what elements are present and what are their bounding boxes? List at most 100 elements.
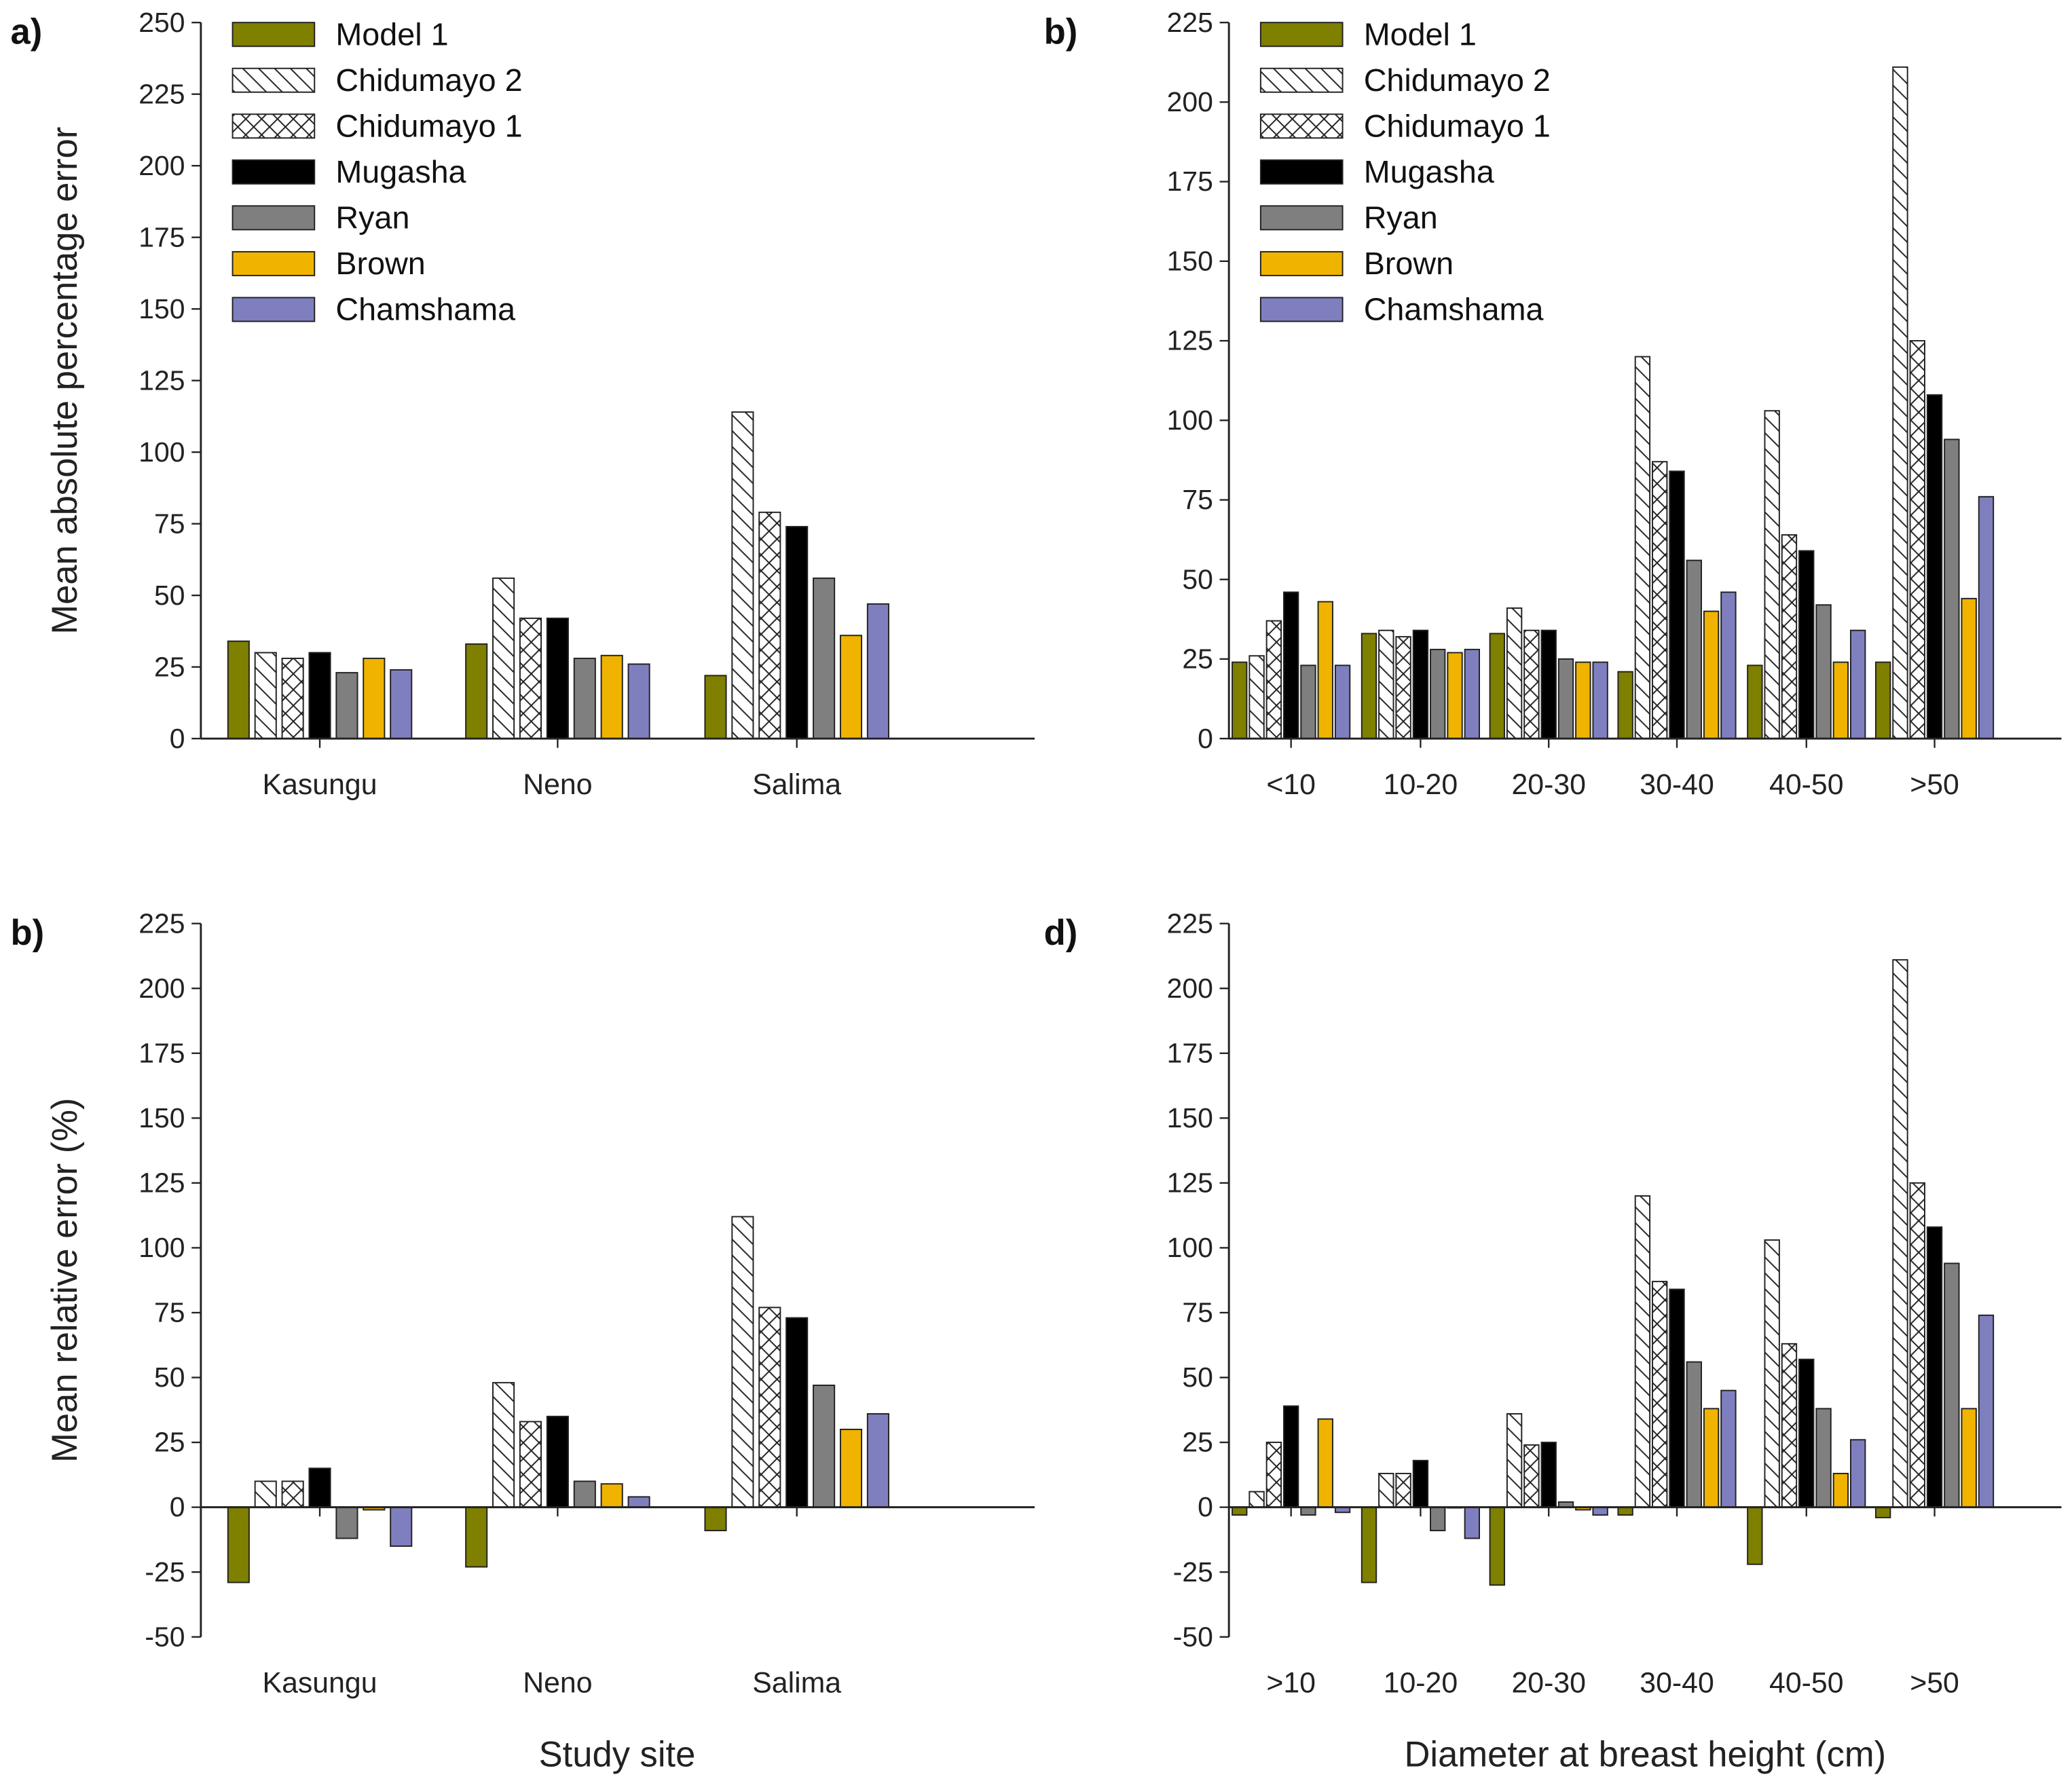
bar-brown-<10 [1317,601,1333,740]
y-tick-label: 150 [138,1102,185,1133]
y-tick-label: 150 [1167,245,1213,276]
y-tick-label: 50 [1182,1362,1213,1393]
bar-chamshama-Kasungu [390,1506,413,1547]
legend-label: Mugasha [1364,154,1494,189]
bar-model-1-Kasungu [227,1506,250,1583]
x-tick-label: Neno [523,768,592,801]
bar-brown->10 [1317,1418,1333,1508]
bar-chidumayo-1-Salima [758,1307,781,1508]
legend-swatch [1259,67,1344,93]
bar-chidumayo-1-40-50 [1781,1343,1798,1508]
legend-label: Ryan [335,200,409,235]
bar-chidumayo-2-Neno [492,577,515,740]
bar-chidumayo-2-10-20 [1378,1472,1394,1508]
bar-chidumayo-1->10 [1265,1442,1282,1508]
legend-label: Ryan [1364,200,1438,235]
y-tick-label: 250 [138,7,185,38]
y-tick-label: 150 [138,293,185,324]
panel-label: b) [11,913,45,953]
panel-0: 0 25 50 75 100 125 150 175 200 225 250 Kasungu Neno S… [11,7,1035,801]
bar-chidumayo-1-40-50 [1781,534,1798,740]
bar-model-1-Salima [704,675,727,740]
x-tick-label: 30-40 [1640,1666,1714,1699]
bar-mugasha-30-40 [1669,1288,1685,1508]
bar-brown->50 [1961,597,1977,740]
bar-chidumayo-2-10-20 [1378,629,1394,740]
bar-ryan-40-50 [1815,1408,1832,1508]
bar-model-1-Neno [465,1506,488,1568]
legend-label: Model 1 [335,16,448,52]
y-tick-label: 100 [1167,405,1213,436]
y-tick-label: 150 [1167,1102,1213,1133]
bar-chamshama-30-40 [1720,1389,1737,1508]
y-tick-label: 75 [1182,484,1213,515]
legend-swatch [232,205,316,231]
bar-ryan->50 [1944,1262,1960,1508]
y-tick-label: 0 [170,1491,185,1522]
y-tick-label: 225 [138,907,185,939]
x-tick-label: >50 [1910,768,1959,801]
bar-chidumayo-2-Neno [492,1382,515,1508]
bar-chidumayo-1-20-30 [1523,1444,1540,1508]
y-tick-label: -50 [145,1621,185,1652]
bar-ryan-Salima [813,577,836,740]
bar-chidumayo-1->50 [1909,340,1925,740]
bar-chamshama-40-50 [1850,629,1866,740]
legend-label: Mugasha [335,154,466,189]
legend-label: Chidumayo 1 [1364,108,1551,143]
y-tick-label: 100 [138,1232,185,1263]
bar-mugasha-Neno [546,1415,569,1508]
panel-label: a) [11,12,43,52]
bar-chidumayo-1-30-40 [1652,1281,1668,1508]
bar-ryan-Salima [813,1385,836,1508]
bar-brown-Kasungu [363,658,386,740]
bar-mugasha-Neno [546,617,569,740]
bar-ryan-Kasungu [335,672,358,740]
x-tick-label: 20-30 [1511,768,1586,801]
bar-brown-30-40 [1703,1408,1720,1508]
panel-1: 0 25 50 75 100 125 150 175 200 225 <10 10-20 20-30 30… [1044,7,2062,801]
x-tick-label: Neno [523,1666,592,1699]
bar-ryan-<10 [1300,664,1316,740]
bar-mugasha-10-20 [1412,1459,1429,1508]
bar-chidumayo-2-Salima [731,411,754,740]
x-tick-label: Salima [752,768,841,801]
bar-ryan-10-20 [1430,648,1446,740]
legend-swatch [232,250,316,276]
bar-chidumayo-1-30-40 [1652,461,1668,740]
bar-chidumayo-2->50 [1892,959,1908,1508]
bar-mugasha-Kasungu [308,652,331,740]
y-tick-label: 75 [154,1297,185,1328]
bar-ryan->10 [1300,1506,1316,1516]
legend-label: Chidumayo 2 [335,62,522,98]
bar-chidumayo-2-30-40 [1634,1195,1651,1508]
legend-swatch [1259,297,1344,322]
y-tick-label: 25 [1182,643,1213,675]
legend-swatch [232,113,316,139]
bar-brown->50 [1961,1408,1977,1508]
bar-ryan-30-40 [1686,1361,1702,1508]
bar-brown-Salima [839,1428,863,1508]
legend-label: Brown [1364,246,1454,281]
y-tick-label: 200 [138,150,185,181]
bar-chidumayo-2-20-30 [1506,607,1523,740]
bar-model-1-40-50 [1747,1506,1763,1565]
legend-swatch [232,22,316,48]
bar-chamshama-Neno [627,1496,650,1508]
bar-model-1-10-20 [1361,633,1377,740]
bar-ryan-10-20 [1430,1506,1446,1532]
y-tick-label: 200 [1167,86,1213,117]
y-tick-label: 225 [1167,7,1213,38]
bar-chidumayo-1-Neno [519,1421,542,1508]
bar-chamshama-Neno [627,663,650,740]
bar-mugasha-20-30 [1540,1442,1557,1508]
y-tick-label: 75 [154,508,185,539]
bar-model-1-30-40 [1617,1506,1633,1516]
bar-chidumayo-2-<10 [1248,655,1265,740]
bar-ryan-20-30 [1557,658,1574,740]
bar-brown-30-40 [1703,610,1720,740]
bar-brown-40-50 [1832,1472,1849,1508]
bar-chamshama-Salima [866,1413,889,1508]
bar-mugasha-30-40 [1669,470,1685,740]
